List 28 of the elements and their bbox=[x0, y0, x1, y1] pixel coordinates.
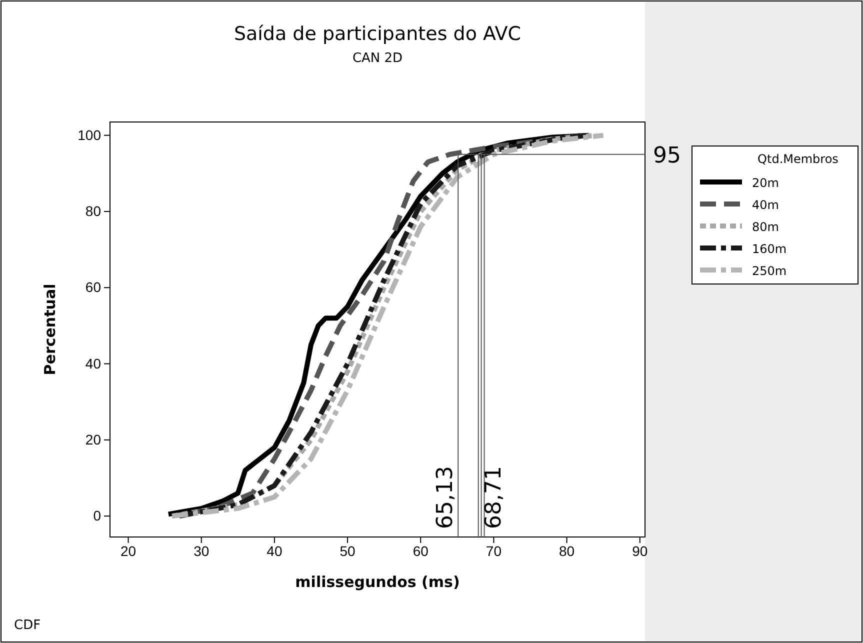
legend-label: 20m bbox=[752, 176, 779, 190]
x-tick-label: 60 bbox=[412, 542, 429, 559]
x-tick-label: 20 bbox=[120, 542, 136, 559]
legend-title: Qtd.Membros bbox=[758, 152, 838, 166]
chart-subtitle: CAN 2D bbox=[352, 51, 403, 66]
x-tick-label: 50 bbox=[340, 542, 356, 559]
chart-title: Saída de participantes do AVC bbox=[234, 23, 522, 45]
y-tick-label: 100 bbox=[78, 126, 102, 143]
x-tick-label: 70 bbox=[486, 542, 502, 559]
y-tick-label: 40 bbox=[85, 355, 102, 372]
ref-line-label: 95 bbox=[653, 143, 681, 168]
x-tick-label: 30 bbox=[194, 542, 210, 559]
y-tick-label: 80 bbox=[85, 202, 102, 219]
y-tick-label: 60 bbox=[85, 279, 102, 296]
x-tick-label: 40 bbox=[266, 542, 282, 559]
legend-label: 160m bbox=[752, 242, 787, 256]
legend-label: 80m bbox=[752, 220, 779, 234]
x-tick-label: 90 bbox=[632, 542, 648, 559]
legend-label: 250m bbox=[752, 264, 787, 278]
legend-label: 40m bbox=[752, 198, 779, 212]
y-tick-label: 0 bbox=[93, 508, 102, 524]
ref-line-label: 68,71 bbox=[481, 466, 506, 529]
x-axis-title: milissegundos (ms) bbox=[295, 573, 460, 591]
y-axis-title: Percentual bbox=[41, 284, 59, 376]
ref-line-label: 65,13 bbox=[433, 466, 458, 529]
y-tick-label: 20 bbox=[85, 431, 102, 448]
x-tick-label: 80 bbox=[559, 542, 575, 559]
text: CDF bbox=[14, 618, 41, 633]
